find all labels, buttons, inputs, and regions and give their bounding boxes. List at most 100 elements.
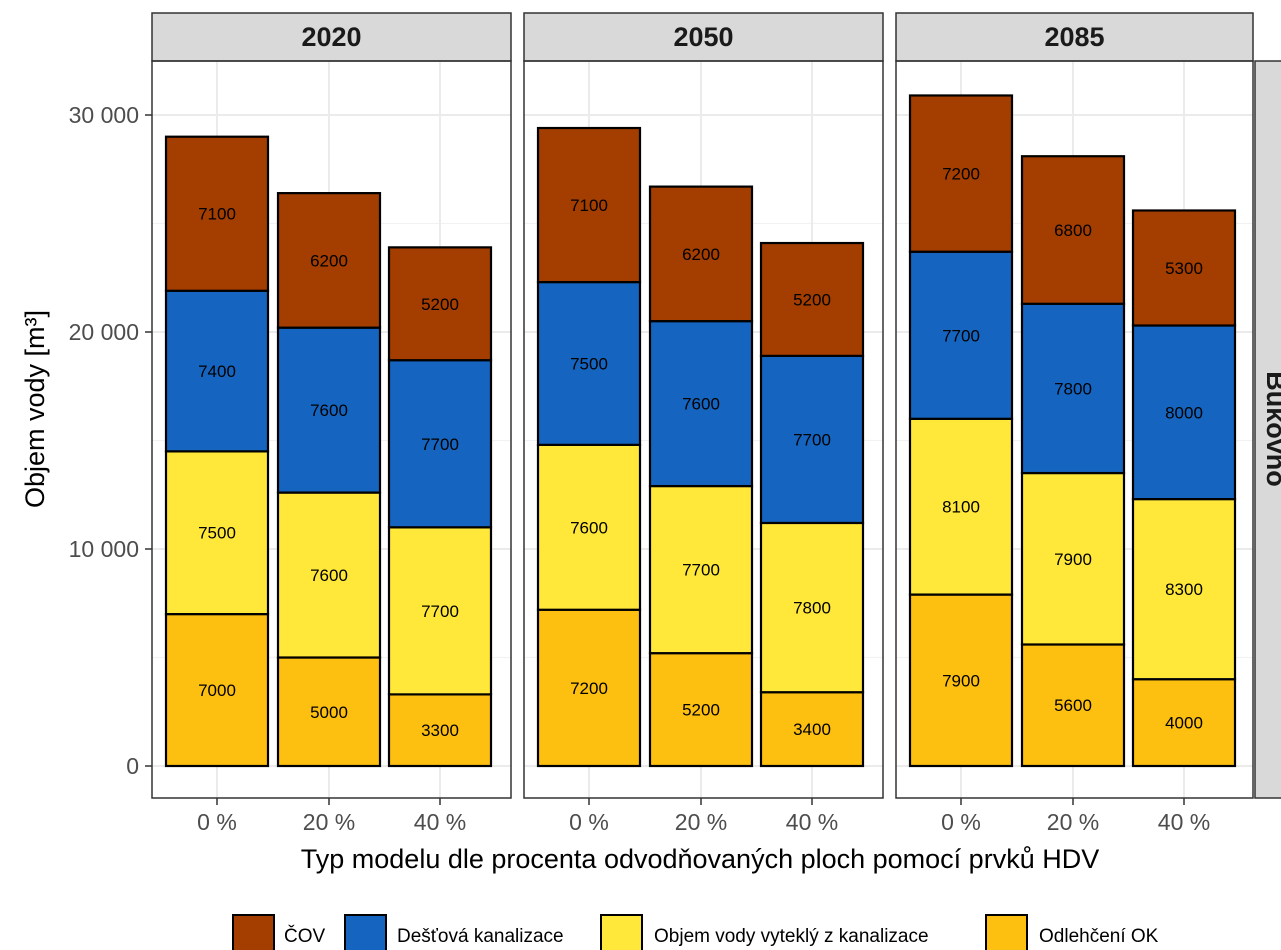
bars — [164, 94, 1237, 768]
facet-strip-label: 2020 — [301, 22, 361, 52]
bar-segment — [1020, 302, 1126, 475]
x-tick-label: 20 % — [675, 809, 727, 835]
bar-value-label: 7100 — [198, 205, 236, 224]
y-tick-label: 20 000 — [69, 319, 139, 345]
bar-segment — [387, 246, 493, 362]
bar-segment — [164, 612, 270, 768]
row-strip — [1254, 60, 1281, 799]
bar-value-label: 7600 — [310, 401, 348, 420]
bar-segment — [387, 359, 493, 529]
y-tick-label: 0 — [126, 753, 139, 779]
bar-segment — [908, 593, 1014, 768]
legend-key — [232, 914, 275, 950]
bar-value-label: 6200 — [310, 251, 348, 270]
bar-segment — [908, 417, 1014, 596]
bar-segment — [1020, 643, 1126, 768]
bar-value-label: 7200 — [570, 679, 608, 698]
bar-value-label: 7700 — [793, 430, 831, 449]
facet-strip — [895, 12, 1254, 62]
facet-strip-label: 2050 — [673, 22, 733, 52]
legend-key — [600, 914, 643, 950]
x-tick-label: 40 % — [414, 809, 466, 835]
panel-border — [895, 60, 1254, 799]
bar-segment — [164, 289, 270, 453]
x-tick-label: 0 % — [197, 809, 237, 835]
bar-segment — [164, 450, 270, 616]
legend-label: ČOV — [284, 925, 326, 947]
bar-value-label: 7200 — [942, 165, 980, 184]
bar-segment — [387, 693, 493, 768]
bar-value-label: 7000 — [198, 681, 236, 700]
bar-value-label: 5200 — [421, 295, 459, 314]
bar-segment — [648, 652, 754, 768]
legend-label: Dešťová kanalizace — [397, 926, 564, 947]
y-tick-label: 10 000 — [69, 536, 139, 562]
facet-strip — [523, 12, 884, 62]
bar-value-label: 7700 — [942, 326, 980, 345]
bar-segment — [536, 126, 642, 284]
y-axis-title: Objem vody [m³] — [20, 310, 50, 508]
bar-value-label: 3300 — [421, 721, 459, 740]
bar-value-label: 5000 — [310, 703, 348, 722]
facet-strip — [151, 12, 512, 62]
bar-value-label: 8000 — [1165, 403, 1203, 422]
bar-value-label: 7500 — [198, 524, 236, 543]
legend: ČOV Dešťová kanalizace Objem vody vyteklý … — [232, 914, 1159, 950]
bar-value-label: 7400 — [198, 362, 236, 381]
panel-border — [151, 60, 512, 799]
x-tick-label: 20 % — [303, 809, 355, 835]
bar-segment — [759, 354, 865, 525]
bar-segment — [536, 443, 642, 611]
x-tick-label: 20 % — [1047, 809, 1099, 835]
bar-segment — [276, 326, 382, 494]
legend-label: Objem vody vyteklý z kanalizace — [654, 926, 929, 947]
bar-segment — [276, 192, 382, 329]
bar-segment — [759, 691, 865, 768]
bar-labels: 7000 7500 7400 7100 5000 7600 7600 6200 3300 7700… — [198, 165, 1203, 741]
bar-value-label: 5600 — [1054, 696, 1092, 715]
bar-segment — [1131, 324, 1237, 501]
bar-value-label: 7600 — [310, 566, 348, 585]
bar-segment — [759, 241, 865, 357]
bar-value-label: 7800 — [1054, 379, 1092, 398]
bar-value-label: 7900 — [942, 671, 980, 690]
bar-value-label: 7700 — [421, 435, 459, 454]
bar-segment — [648, 185, 754, 323]
bar-segment — [276, 491, 382, 659]
x-tick-label: 40 % — [786, 809, 838, 835]
bar-value-label: 3400 — [793, 720, 831, 739]
axes: 0 10 000 20 000 30 000 0 % 20 % 40 % 0 % 20 % 40 … — [69, 60, 1254, 835]
bar-segment — [276, 656, 382, 768]
bar-value-label: 7600 — [570, 518, 608, 537]
bar-value-label: 5200 — [793, 290, 831, 309]
bar-segment — [1131, 209, 1237, 327]
bar-value-label: 8100 — [942, 498, 980, 517]
panel-border — [523, 60, 884, 799]
bar-value-label: 7500 — [570, 354, 608, 373]
bar-value-label: 5300 — [1165, 259, 1203, 278]
y-tick-label: 30 000 — [69, 102, 139, 128]
facet-strip-label: 2085 — [1044, 22, 1104, 52]
bar-segment — [1131, 678, 1237, 768]
bar-segment — [164, 135, 270, 292]
bar-value-label: 7700 — [421, 602, 459, 621]
bar-segment — [536, 280, 642, 446]
bar-value-label: 7800 — [793, 599, 831, 618]
bar-segment — [908, 250, 1014, 420]
x-tick-label: 0 % — [941, 809, 981, 835]
bar-value-label: 6800 — [1054, 221, 1092, 240]
bar-value-label: 5200 — [682, 701, 720, 720]
bar-value-label: 6200 — [682, 245, 720, 264]
x-tick-label: 40 % — [1158, 809, 1210, 835]
x-tick-label: 0 % — [569, 809, 609, 835]
bar-value-label: 7900 — [1054, 550, 1092, 569]
bar-value-label: 7100 — [570, 196, 608, 215]
bar-segment — [648, 484, 754, 655]
bar-segment — [1020, 155, 1126, 305]
bar-value-label: 4000 — [1165, 714, 1203, 733]
legend-key — [985, 914, 1028, 950]
row-strip-label: Bukovno — [1261, 371, 1281, 487]
x-axis-title: Typ modelu dle procenta odvodňovaných pl… — [301, 844, 1099, 874]
legend-key — [344, 914, 387, 950]
